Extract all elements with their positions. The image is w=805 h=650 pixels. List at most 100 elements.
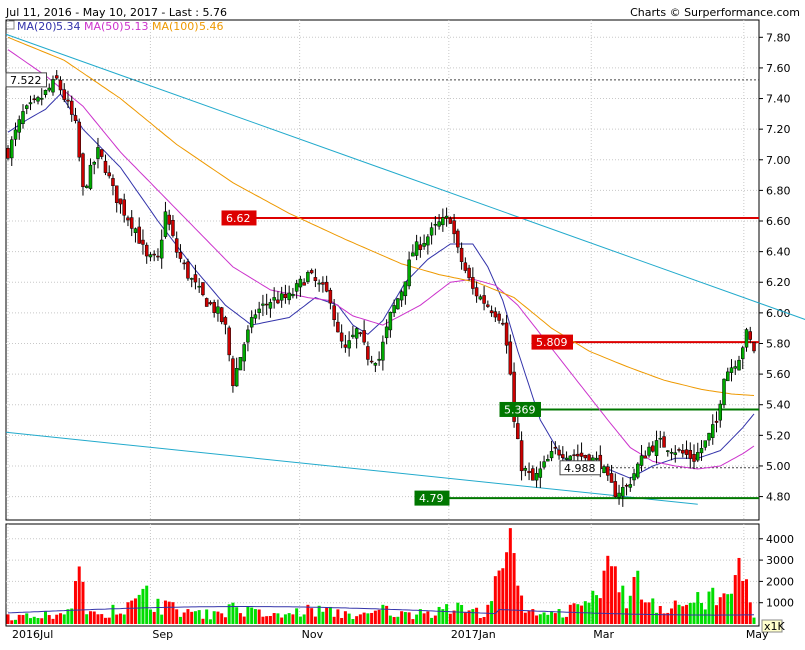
volume-bar (662, 613, 666, 624)
volume-bar (118, 613, 122, 624)
volume-bar (546, 614, 550, 624)
candle-body (6, 148, 10, 159)
volume-bar (193, 611, 197, 624)
candle-body (227, 327, 231, 356)
volume-bar (741, 580, 745, 624)
candle-body (388, 311, 393, 331)
volume-tick-label: 3000 (766, 554, 794, 567)
volume-bar (625, 608, 629, 624)
volume-bar (73, 581, 77, 624)
volume-bar (261, 616, 265, 624)
candle-body (602, 466, 606, 474)
candle-body (478, 296, 483, 300)
volume-bar (441, 609, 445, 624)
volume-bar (81, 581, 85, 624)
candle-body (422, 242, 426, 247)
volume-bar (246, 606, 250, 624)
legend-ma50-value: 5.13 (124, 20, 149, 33)
volume-bar (381, 604, 385, 624)
moving-averages (7, 36, 755, 479)
volume-bar (92, 611, 96, 624)
candle-body (208, 302, 213, 305)
candle-body (467, 267, 471, 279)
candle-body (107, 172, 111, 177)
level-label-box (531, 334, 573, 350)
price-tick-label: 6.40 (766, 246, 791, 259)
candle-body (557, 449, 561, 456)
candle-body (418, 244, 423, 250)
candle-body (752, 342, 756, 352)
candle-body (212, 302, 216, 313)
candle-body (58, 79, 63, 91)
volume-bar (422, 613, 426, 624)
candle-body (99, 149, 104, 157)
volume-bar (28, 618, 32, 624)
legend-marker (5, 20, 15, 30)
candle-body (28, 102, 33, 105)
candle-body (516, 423, 520, 440)
volume-tick-label: 2000 (766, 575, 794, 588)
candle-body (88, 164, 93, 189)
volume-bar (561, 617, 565, 624)
volume-bar (602, 570, 606, 624)
candle-body (51, 79, 55, 93)
candle-body (152, 253, 156, 256)
legend-ma50-label: MA(50) (84, 20, 124, 33)
volume-bar (718, 597, 722, 624)
candle-body (527, 470, 531, 474)
candle-body (504, 322, 509, 346)
volume-bar (437, 606, 441, 624)
price-tick-label: 7.60 (766, 62, 791, 75)
candle-body (114, 185, 119, 203)
volume-panel-frame (5, 523, 760, 627)
price-tick-label: 7.00 (766, 154, 791, 167)
candle-body (662, 436, 666, 448)
candle-body (339, 332, 344, 342)
candle-body (722, 378, 726, 406)
volume-bar (636, 570, 640, 624)
volume-bar (692, 602, 696, 624)
candle-body (276, 299, 280, 304)
candle-body (643, 455, 648, 459)
candle-body (92, 161, 96, 165)
volume-bar (523, 612, 527, 624)
price-tick-label: 7.80 (766, 31, 791, 44)
price-tick-label: 7.40 (766, 93, 791, 106)
candle-body (43, 89, 48, 95)
volume-bar (250, 607, 254, 624)
candle-body (9, 139, 14, 159)
volume-bar (77, 566, 81, 624)
price-tick-label: 6.80 (766, 184, 791, 197)
volume-bar (201, 618, 205, 624)
volume-bar (280, 617, 284, 624)
price-tick-label: 4.80 (766, 491, 791, 504)
time-tick-label: 2016Jul (12, 628, 53, 641)
volume-bar (62, 614, 66, 624)
volume-bar (25, 613, 29, 624)
candle-body (242, 344, 246, 362)
candle-body (703, 440, 708, 448)
volume-bar (10, 620, 14, 624)
volume-bar (385, 605, 389, 624)
volume-bar (752, 617, 756, 624)
candle-body (47, 87, 51, 91)
candle-body (669, 451, 674, 454)
candle-body (201, 282, 205, 296)
volume-bar (647, 602, 651, 624)
candle-body (193, 274, 198, 283)
volume-bar (696, 592, 700, 624)
candle-body (358, 332, 363, 335)
volume-multiplier: x1K (764, 620, 786, 633)
volume-bar (726, 594, 730, 624)
candle-body (111, 178, 115, 186)
legend: MA(20) 5.34 MA(50) 5.13 MA(100) 5.46 (5, 20, 224, 33)
level-label: 7.522 (10, 74, 42, 87)
candle-body (748, 331, 753, 340)
candle-body (144, 244, 149, 257)
candle-body (219, 307, 224, 323)
candle-body (714, 420, 719, 423)
candle-body (579, 452, 584, 457)
volume-bar (257, 609, 261, 624)
legend-ma100-value: 5.46 (199, 20, 224, 33)
volume-bar (148, 609, 152, 624)
